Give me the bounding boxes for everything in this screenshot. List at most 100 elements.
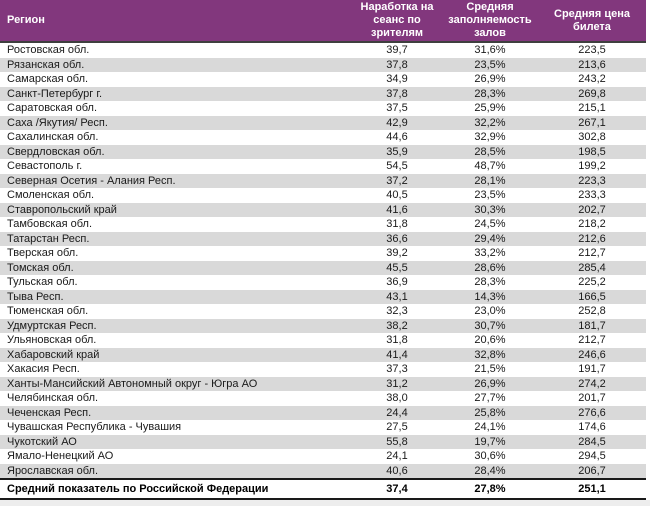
region-cell: Тыва Респ. (7, 290, 64, 303)
table-row: Тульская обл. 36,9 28,3% 225,2 (0, 275, 646, 290)
region-cell: Хабаровский край (7, 348, 100, 361)
per-session-cell: 36,9 (386, 276, 408, 288)
per-session-cell: 24,1 (386, 450, 408, 462)
per-session-cell: 45,5 (386, 261, 408, 274)
price-cell: 166,5 (578, 290, 606, 303)
region-cell: Северная Осетия - Алания Респ. (7, 174, 176, 187)
region-cell: Тульская обл. (7, 276, 78, 288)
price-cell: 223,3 (578, 174, 606, 187)
per-session-cell: 36,6 (386, 232, 408, 245)
price-cell: 202,7 (578, 203, 606, 216)
occupancy-cell: 31,6% (474, 44, 506, 56)
region-cell: Ставропольский край (7, 203, 117, 216)
table-row: Ярославская обл. 40,6 28,4% 206,7 (0, 463, 646, 479)
per-session-cell: 42,9 (386, 116, 408, 129)
occupancy-cell: 32,9% (474, 131, 506, 143)
table-row: Рязанская обл. 37,8 23,5% 213,6 (0, 57, 646, 72)
table-row: Саратовская обл. 37,5 25,9% 215,1 (0, 101, 646, 116)
price-cell: 174,6 (578, 421, 606, 433)
table-row: Татарстан Респ. 36,6 29,4% 212,6 (0, 231, 646, 246)
summary-per-session: 37,4 (352, 478, 442, 500)
occupancy-cell: 28,3% (474, 87, 506, 100)
per-session-cell: 38,0 (386, 392, 408, 404)
per-session-cell: 44,6 (386, 131, 408, 143)
price-cell: 294,5 (578, 450, 606, 462)
per-session-cell: 41,6 (386, 203, 408, 216)
per-session-cell: 38,2 (386, 319, 408, 332)
column-header-occupancy: Средняя заполняемость залов (442, 0, 538, 43)
price-cell: 252,8 (578, 305, 606, 317)
region-cell: Тверская обл. (7, 247, 79, 259)
column-header-region: Регион (0, 0, 352, 43)
occupancy-cell: 19,7% (474, 435, 506, 448)
occupancy-cell: 23,5% (474, 58, 506, 71)
table-row: Саха /Якутия/ Респ. 42,9 32,2% 267,1 (0, 115, 646, 130)
price-cell: 285,4 (578, 261, 606, 274)
summary-label: Средний показатель по Российской Федерац… (0, 478, 352, 500)
column-header-per-session: Наработка на сеанс по зрителям (352, 0, 442, 43)
price-cell: 181,7 (578, 319, 606, 332)
occupancy-cell: 21,5% (474, 363, 506, 375)
price-cell: 206,7 (578, 464, 606, 477)
occupancy-cell: 20,6% (474, 334, 506, 346)
occupancy-cell: 14,3% (474, 290, 506, 303)
table-row: Томская обл. 45,5 28,6% 285,4 (0, 260, 646, 275)
price-cell: 274,2 (578, 377, 606, 390)
per-session-cell: 37,5 (386, 102, 408, 114)
per-session-cell: 41,4 (386, 348, 408, 361)
per-session-cell: 27,5 (386, 421, 408, 433)
table-header-row: Регион Наработка на сеанс по зрителям Ср… (0, 0, 646, 43)
occupancy-cell: 27,7% (474, 392, 506, 404)
occupancy-cell: 24,1% (474, 421, 506, 433)
occupancy-cell: 25,9% (474, 102, 506, 114)
occupancy-cell: 26,9% (474, 73, 506, 85)
table-row: Чеченская Респ. 24,4 25,8% 276,6 (0, 405, 646, 420)
per-session-cell: 31,2 (386, 377, 408, 390)
table-row: Северная Осетия - Алания Респ. 37,2 28,1% 2… (0, 173, 646, 188)
price-cell: 269,8 (578, 87, 606, 100)
column-header-ticket-price: Средняя цена билета (538, 0, 646, 43)
price-cell: 213,6 (578, 58, 606, 71)
price-cell: 218,2 (578, 218, 606, 230)
region-cell: Ярославская обл. (7, 464, 99, 477)
per-session-cell: 35,9 (386, 145, 408, 158)
region-cell: Севастополь г. (7, 160, 83, 172)
table-row: Севастополь г. 54,5 48,7% 199,2 (0, 159, 646, 174)
region-cell: Тамбовская обл. (7, 218, 93, 230)
region-cell: Саха /Якутия/ Респ. (7, 116, 108, 129)
region-cell: Самарская обл. (7, 73, 89, 85)
occupancy-cell: 33,2% (474, 247, 506, 259)
table-footer: Средний показатель по Российской Федерац… (0, 478, 646, 500)
region-cell: Татарстан Респ. (7, 232, 90, 245)
price-cell: 215,1 (578, 102, 606, 114)
price-cell: 201,7 (578, 392, 606, 404)
region-cell: Удмуртская Респ. (7, 319, 97, 332)
occupancy-cell: 28,1% (474, 174, 506, 187)
table-row: Тверская обл. 39,2 33,2% 212,7 (0, 246, 646, 261)
per-session-cell: 39,2 (386, 247, 408, 259)
occupancy-cell: 23,5% (474, 189, 506, 201)
region-cell: Ямало-Ненецкий АО (7, 450, 114, 462)
table-row: Чувашская Республика - Чувашия 27,5 24,1% 1… (0, 420, 646, 435)
occupancy-cell: 25,8% (474, 406, 506, 419)
price-cell: 225,2 (578, 276, 606, 288)
table-row: Свердловская обл. 35,9 28,5% 198,5 (0, 144, 646, 159)
table-row: Санкт-Петербург г. 37,8 28,3% 269,8 (0, 86, 646, 101)
occupancy-cell: 32,2% (474, 116, 506, 129)
table-row: Удмуртская Респ. 38,2 30,7% 181,7 (0, 318, 646, 333)
per-session-cell: 40,5 (386, 189, 408, 201)
table-row: Ростовская обл. 39,7 31,6% 223,5 (0, 42, 646, 58)
occupancy-cell: 24,5% (474, 218, 506, 230)
per-session-cell: 37,3 (386, 363, 408, 375)
table-row: Тыва Респ. 43,1 14,3% 166,5 (0, 289, 646, 304)
per-session-cell: 54,5 (386, 160, 408, 172)
region-cell: Саратовская обл. (7, 102, 98, 114)
occupancy-cell: 23,0% (474, 305, 506, 317)
occupancy-cell: 29,4% (474, 232, 506, 245)
occupancy-cell: 28,6% (474, 261, 506, 274)
occupancy-cell: 30,7% (474, 319, 506, 332)
occupancy-cell: 28,4% (474, 464, 506, 477)
price-cell: 233,3 (578, 189, 606, 201)
